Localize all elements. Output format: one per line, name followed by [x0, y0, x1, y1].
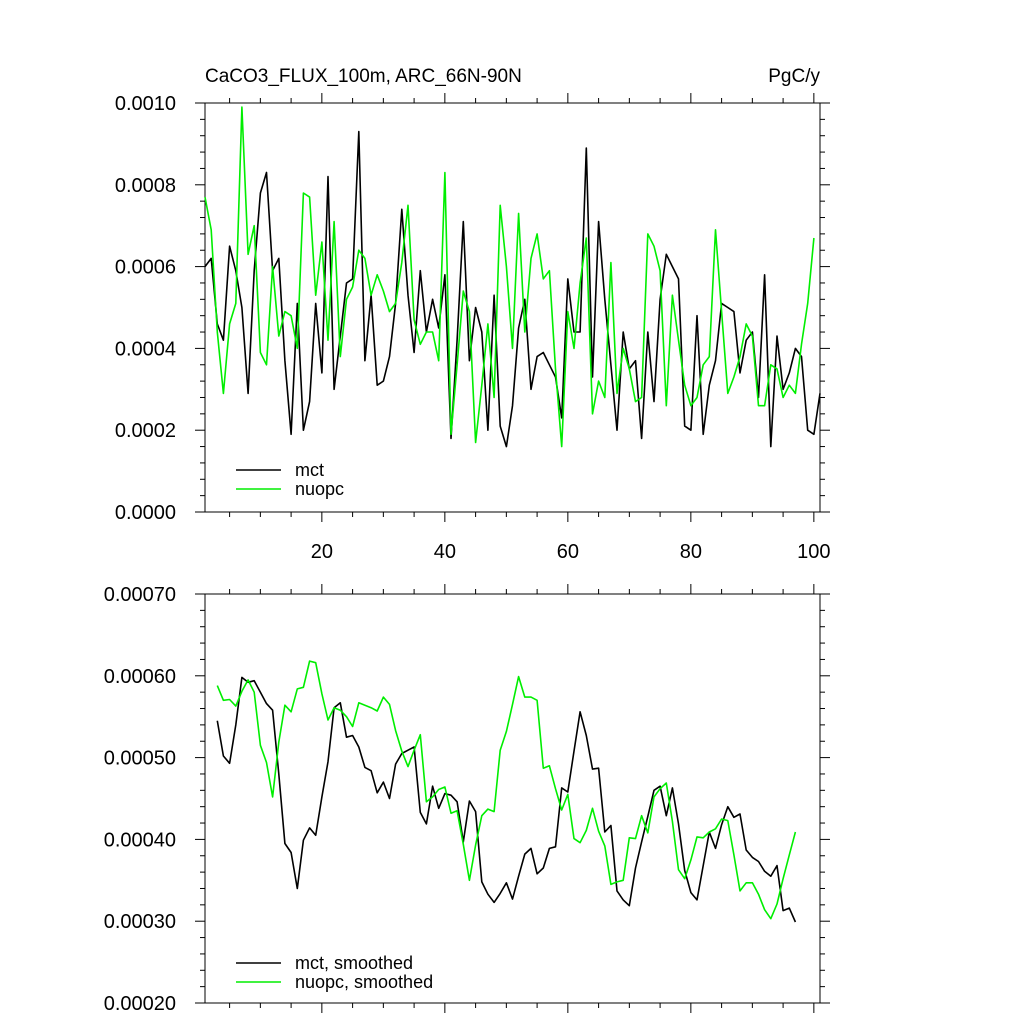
- series-line-nuopc-smoothed: [216, 660, 797, 920]
- x-tick-label: 80: [680, 541, 702, 563]
- series-line-nuopc: [204, 106, 815, 448]
- top-panel: 20 40 60 80 100 0.0000 0.0002 0.0004 0.0006 0.000…: [115, 66, 831, 563]
- chart-title: CaCO3_FLUX_100m, ARC_66N-90N: [205, 66, 522, 87]
- legend-label: nuopc: [295, 479, 344, 499]
- y-tick-label: 0.00070: [104, 584, 176, 606]
- x-tick-label: 40: [434, 541, 456, 563]
- y-tick-label: 0.00060: [104, 666, 176, 688]
- plot-frame: [204, 593, 821, 1004]
- legend-label: nuopc, smoothed: [295, 972, 433, 992]
- y-tick-label: 0.0010: [115, 93, 176, 115]
- plot-frame: [204, 102, 821, 513]
- y-tick-label: 0.0000: [115, 502, 176, 524]
- y-tick-label: 0.0004: [115, 338, 176, 360]
- y-tick-label: 0.00030: [104, 911, 176, 933]
- x-tick-label: 20: [311, 541, 333, 563]
- bottom-panel: 0.00020 0.00030 0.00040 0.00050 0.00060 0.000…: [104, 584, 830, 1015]
- series-line-mct-smoothed: [216, 676, 797, 923]
- units-label: PgC/y: [768, 66, 820, 87]
- x-tick-label: 100: [797, 541, 830, 563]
- y-tick-label: 0.0006: [115, 257, 176, 279]
- y-tick-label: 0.00050: [104, 748, 176, 770]
- y-tick-label: 0.0008: [115, 175, 176, 197]
- y-tick-label: 0.00020: [104, 993, 176, 1015]
- series-line-mct: [204, 130, 821, 448]
- y-tick-label: 0.0002: [115, 420, 176, 442]
- x-tick-label: 60: [557, 541, 579, 563]
- legend-label: mct: [295, 460, 324, 480]
- legend-label: mct, smoothed: [295, 953, 413, 973]
- y-tick-label: 0.00040: [104, 829, 176, 851]
